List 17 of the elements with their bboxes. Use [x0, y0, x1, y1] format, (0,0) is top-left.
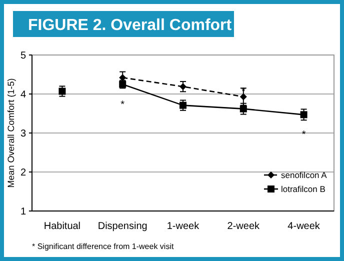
x-tick-label: 2-week — [227, 221, 261, 232]
legend-label: lotrafilcon B — [281, 184, 326, 194]
x-tick-label: Dispensing — [98, 221, 148, 232]
annotation: * — [120, 99, 125, 110]
y-tick-label: 1 — [20, 206, 26, 218]
chart-title: FIGURE 2. Overall Comfort — [28, 17, 232, 34]
y-tick-label: 5 — [20, 50, 26, 62]
legend-label: senofilcon A — [281, 170, 328, 180]
y-tick-label: 3 — [20, 128, 26, 140]
x-tick-label: 1-week — [166, 221, 200, 232]
text: * Significant difference from 1-week visit — [32, 242, 174, 251]
y-tick-label: 2 — [20, 168, 26, 178]
x-tick-label: 4-week — [288, 221, 321, 232]
x-tick-label: Habitual — [44, 221, 81, 232]
y-tick-label: 4 — [20, 90, 26, 100]
y-axis-title: Mean Overall Comfort (1-5) — [6, 78, 16, 188]
annotation: * — [302, 130, 306, 141]
